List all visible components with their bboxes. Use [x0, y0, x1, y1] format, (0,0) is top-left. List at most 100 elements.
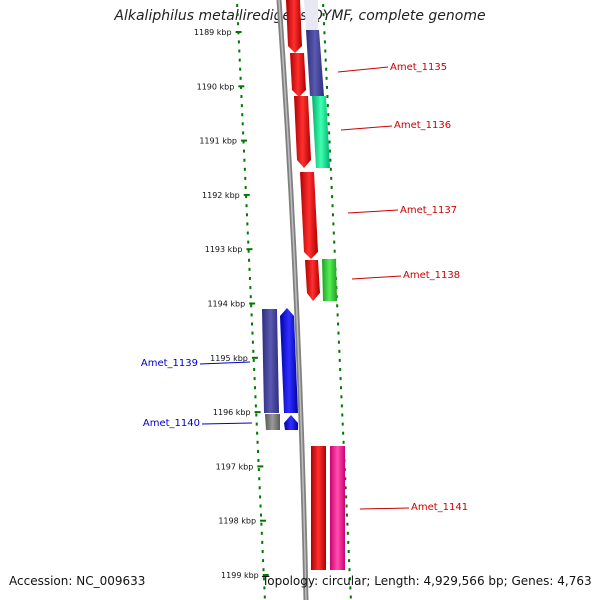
right-guide-dot — [346, 531, 349, 535]
left-guide-dot — [253, 377, 256, 381]
left-guide-dot — [248, 267, 251, 271]
gene-label-amet-1135[interactable]: Amet_1135 — [390, 62, 447, 73]
right-guide-dot — [329, 167, 332, 171]
right-guide-dot — [349, 595, 352, 599]
left-guide-dot — [248, 277, 251, 280]
right-guide-dot — [348, 577, 351, 581]
gene-arrow-amet-1136[interactable] — [294, 96, 311, 168]
left-guide-dot — [263, 595, 266, 599]
left-guide-dot — [260, 531, 263, 535]
tick-label: 1189 kbp — [194, 28, 232, 37]
right-guide-dot — [333, 249, 336, 253]
left-guide-dot — [260, 522, 263, 526]
right-guide-dot — [348, 559, 351, 563]
right-guide-dot — [346, 522, 349, 526]
left-guide-dot — [238, 58, 241, 62]
left-guide-dot — [258, 486, 261, 490]
left-guide-dot — [256, 431, 259, 435]
left-guide-dot — [254, 386, 257, 390]
right-guide-dot — [337, 340, 340, 344]
left-guide-dot — [250, 304, 253, 308]
gene-arrow-amet-1139[interactable] — [280, 308, 298, 413]
right-guide-dot — [336, 304, 339, 308]
right-guide-dot — [337, 331, 340, 335]
right-guide-dot — [324, 58, 327, 62]
left-guide-dot — [255, 413, 258, 417]
left-guide-dot — [241, 122, 244, 126]
left-guide-dot — [257, 459, 260, 462]
right-guide-dot — [341, 413, 344, 417]
left-guide-dot — [252, 349, 255, 353]
right-guide-dot — [347, 540, 350, 544]
left-guide-dot — [249, 295, 252, 299]
left-guide-dot — [252, 358, 255, 362]
gene-label-amet-1141[interactable]: Amet_1141 — [411, 502, 468, 513]
left-guide-dot — [240, 104, 243, 108]
gene-label-amet-1137[interactable]: Amet_1137 — [400, 205, 457, 216]
right-guide-dot — [323, 31, 326, 35]
left-guide-dot — [236, 13, 239, 17]
gene-arrow-amet-1135[interactable] — [290, 53, 306, 97]
gene-arrow-red-1[interactable] — [286, 0, 302, 53]
left-guide-dot — [244, 176, 247, 180]
right-guide-dot — [342, 440, 345, 444]
gene-arrow-amet-1140[interactable] — [284, 415, 298, 430]
gene-label-amet-1136[interactable]: Amet_1136 — [394, 120, 451, 131]
gene-arrow-amet-1139-cog[interactable] — [262, 309, 279, 413]
gene-arrow-amet-1137[interactable] — [300, 172, 318, 259]
right-guide-dot — [344, 477, 347, 481]
gene-label-amet-1138[interactable]: Amet_1138 — [403, 270, 460, 281]
gene-arrow-amet-1138[interactable] — [305, 260, 320, 301]
left-guide-dot — [256, 449, 259, 453]
left-guide-dot — [251, 322, 254, 326]
gene-arrow-amet-1141[interactable] — [311, 446, 326, 570]
right-guide-dot — [340, 386, 343, 390]
tick-label: 1194 kbp — [207, 300, 245, 309]
right-guide-dot — [330, 176, 333, 180]
cog-block-amet-1138-green[interactable] — [322, 259, 337, 301]
forward-feature-ring — [286, 0, 345, 570]
right-guide-dot — [324, 49, 327, 53]
tick-label: 1195 kbp — [210, 354, 248, 363]
right-guide-dot — [327, 122, 330, 126]
cog-block-amet-1135-navy[interactable] — [306, 30, 324, 96]
right-guide-dot — [336, 313, 339, 317]
dotted-guides — [236, 4, 352, 599]
cog-block-white-top[interactable] — [304, 0, 318, 30]
left-guide-dot — [254, 395, 257, 399]
gene-label-amet-1140[interactable]: Amet_1140 — [143, 418, 200, 429]
left-guide-dot — [257, 468, 260, 472]
left-guide-dot — [242, 140, 245, 144]
left-guide-dot — [254, 404, 257, 408]
left-guide-dot — [261, 550, 264, 553]
right-guide-dot — [333, 240, 336, 244]
right-labels: Amet_1135 Amet_1136 Amet_1137 Amet_1138 … — [337, 62, 468, 513]
left-guide-dot — [258, 477, 261, 481]
right-guide-dot — [345, 495, 348, 499]
right-guide-dot — [340, 395, 343, 399]
left-guide-dot — [249, 286, 252, 290]
gene-label-amet-1139[interactable]: Amet_1139 — [141, 358, 198, 369]
right-guide-dot — [344, 486, 347, 490]
cog-block-amet-1136-teal[interactable] — [312, 96, 330, 168]
left-guide-dot — [245, 204, 248, 208]
left-guide-dot — [236, 4, 239, 7]
right-guide-dot — [328, 149, 331, 153]
right-guide-dot — [328, 131, 331, 135]
left-guide-dot — [262, 577, 265, 581]
cog-block-amet-1141-pink[interactable] — [330, 446, 345, 570]
left-guide-dot — [239, 67, 242, 71]
accession-text: Accession: NC_009633 — [9, 574, 146, 588]
right-guide-dot — [323, 22, 326, 26]
right-guide-dot — [322, 4, 325, 7]
left-guide-dot — [251, 331, 254, 335]
right-guide-dot — [323, 40, 326, 44]
left-guide-dot — [237, 40, 240, 44]
gene-arrow-amet-1140-cog[interactable] — [265, 414, 280, 430]
left-guide-dot — [261, 540, 264, 544]
right-guide-dot — [348, 568, 351, 572]
left-labels: Amet_1139 Amet_1140 — [141, 358, 253, 429]
left-guide-dot — [251, 340, 254, 344]
tick-label: 1196 kbp — [213, 408, 251, 417]
